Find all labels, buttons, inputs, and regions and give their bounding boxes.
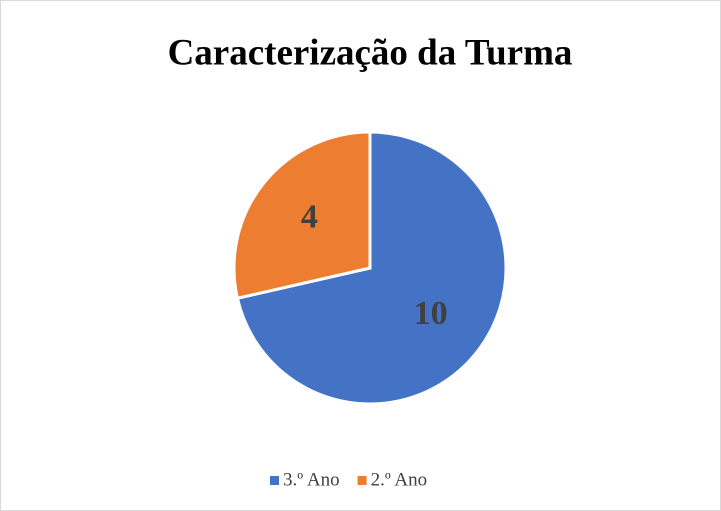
pie-slice: [235, 130, 508, 406]
chart-title: Caracterização da Turma: [168, 32, 573, 73]
legend-label: 3.º Ano: [283, 469, 340, 490]
pie-slice: [232, 130, 372, 301]
legend-swatch: [270, 476, 279, 485]
data-label: 4: [301, 198, 318, 235]
legend-label: 2.º Ano: [371, 469, 428, 490]
data-label: 10: [414, 295, 448, 332]
legend-swatch: [357, 476, 367, 485]
